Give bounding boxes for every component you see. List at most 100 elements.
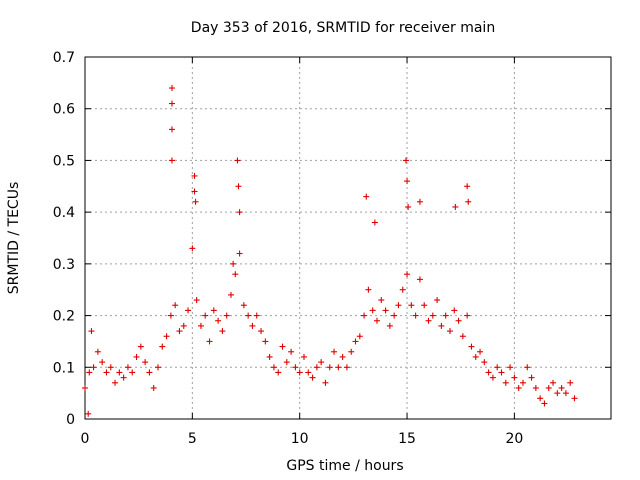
data-point bbox=[103, 369, 110, 376]
data-point bbox=[305, 369, 312, 376]
data-point bbox=[168, 100, 175, 107]
data-point bbox=[180, 322, 187, 329]
data-point bbox=[168, 126, 175, 133]
data-point bbox=[507, 364, 514, 371]
chart-title: Day 353 of 2016, SRMTID for receiver mai… bbox=[191, 20, 495, 36]
y-tick-label: 0.4 bbox=[53, 205, 75, 221]
data-point bbox=[459, 333, 466, 340]
data-point bbox=[515, 384, 522, 391]
data-point bbox=[249, 322, 256, 329]
data-point bbox=[223, 312, 230, 319]
data-point bbox=[562, 390, 569, 397]
data-point bbox=[408, 302, 415, 309]
data-point bbox=[167, 312, 174, 319]
data-points bbox=[82, 85, 578, 417]
data-point bbox=[120, 374, 127, 381]
data-point bbox=[129, 369, 136, 376]
data-point bbox=[464, 183, 471, 190]
data-point bbox=[300, 353, 307, 360]
data-point bbox=[150, 384, 157, 391]
data-point bbox=[309, 374, 316, 381]
data-point bbox=[567, 379, 574, 386]
data-point bbox=[202, 312, 209, 319]
data-point bbox=[502, 379, 509, 386]
y-tick-label: 0.7 bbox=[53, 50, 75, 66]
data-point bbox=[326, 364, 333, 371]
data-point bbox=[335, 364, 342, 371]
data-point bbox=[206, 338, 213, 345]
data-point bbox=[363, 193, 370, 200]
y-tick-label: 0 bbox=[66, 412, 75, 428]
data-point bbox=[465, 198, 472, 205]
data-point bbox=[234, 157, 241, 164]
data-point bbox=[481, 359, 488, 366]
data-point bbox=[489, 374, 496, 381]
data-point bbox=[191, 172, 198, 179]
data-point bbox=[192, 198, 199, 205]
data-point bbox=[343, 364, 350, 371]
data-point bbox=[446, 328, 453, 335]
data-point bbox=[532, 384, 539, 391]
data-point bbox=[275, 369, 282, 376]
y-tick-label: 0.6 bbox=[53, 102, 75, 118]
data-point bbox=[528, 374, 535, 381]
data-point bbox=[240, 302, 247, 309]
data-point bbox=[85, 410, 92, 417]
data-point bbox=[477, 348, 484, 355]
data-point bbox=[107, 364, 114, 371]
grid-lines bbox=[85, 57, 611, 419]
data-point bbox=[452, 203, 459, 210]
data-point bbox=[116, 369, 123, 376]
data-point bbox=[361, 312, 368, 319]
data-point bbox=[545, 384, 552, 391]
data-point bbox=[235, 183, 242, 190]
data-point bbox=[550, 379, 557, 386]
data-point bbox=[429, 312, 436, 319]
data-point bbox=[318, 359, 325, 366]
data-point bbox=[193, 297, 200, 304]
y-tick-label: 0.3 bbox=[53, 257, 75, 273]
x-axis-label: GPS time / hours bbox=[286, 458, 403, 474]
data-point bbox=[266, 353, 273, 360]
data-point bbox=[88, 328, 95, 335]
data-point bbox=[369, 307, 376, 314]
data-point bbox=[185, 307, 192, 314]
data-point bbox=[159, 343, 166, 350]
data-point bbox=[558, 384, 565, 391]
data-point bbox=[210, 307, 217, 314]
data-point bbox=[168, 85, 175, 92]
data-point bbox=[292, 364, 299, 371]
data-point bbox=[554, 390, 561, 397]
data-point bbox=[296, 369, 303, 376]
data-point bbox=[511, 374, 518, 381]
data-point bbox=[524, 364, 531, 371]
x-tick-label: 5 bbox=[188, 431, 197, 447]
data-point bbox=[99, 359, 106, 366]
data-point bbox=[421, 302, 428, 309]
data-point bbox=[399, 286, 406, 293]
data-point bbox=[236, 209, 243, 216]
data-point bbox=[142, 359, 149, 366]
data-point bbox=[227, 291, 234, 298]
y-axis-label: SRMTID / TECUs bbox=[6, 182, 22, 295]
y-tick-label: 0.1 bbox=[53, 360, 75, 376]
data-point bbox=[371, 219, 378, 226]
data-point bbox=[279, 343, 286, 350]
data-point bbox=[378, 297, 385, 304]
x-tick-label: 10 bbox=[291, 431, 309, 447]
data-point bbox=[386, 322, 393, 329]
data-point bbox=[352, 338, 359, 345]
data-point bbox=[468, 343, 475, 350]
x-tick-label: 0 bbox=[81, 431, 90, 447]
data-point bbox=[163, 333, 170, 340]
data-point bbox=[82, 384, 88, 391]
data-point bbox=[391, 312, 398, 319]
data-point bbox=[373, 317, 380, 324]
data-point bbox=[537, 395, 544, 402]
data-point bbox=[176, 328, 183, 335]
x-tick-label: 20 bbox=[505, 431, 523, 447]
data-point bbox=[494, 364, 501, 371]
data-point bbox=[258, 328, 265, 335]
data-point bbox=[219, 328, 226, 335]
